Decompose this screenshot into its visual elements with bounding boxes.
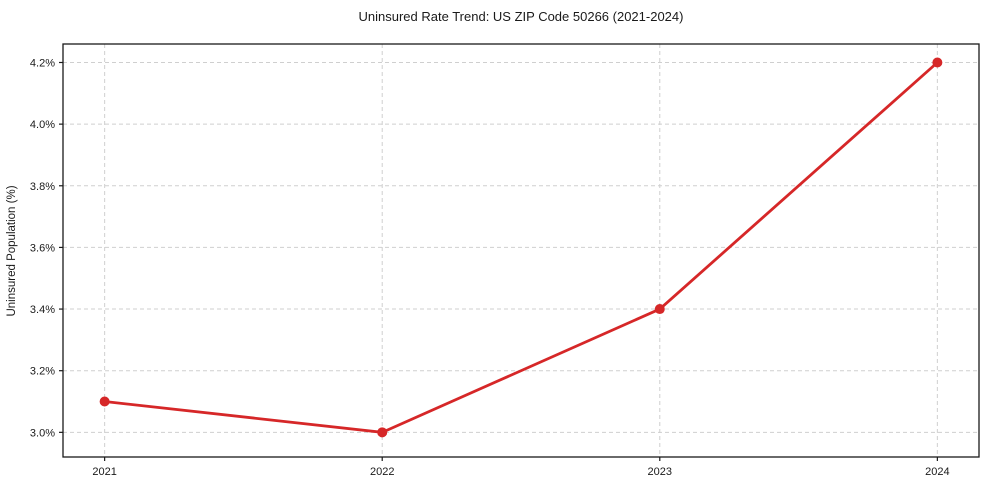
x-tick-label: 2023 xyxy=(648,466,672,478)
x-tick-label: 2024 xyxy=(925,466,949,478)
data-point-marker xyxy=(932,57,943,68)
y-tick-label: 4.2% xyxy=(30,57,55,69)
data-point-marker xyxy=(654,304,665,315)
data-point-marker xyxy=(99,396,110,407)
chart-title: Uninsured Rate Trend: US ZIP Code 50266 … xyxy=(359,9,684,24)
plot-border xyxy=(62,43,980,458)
y-axis-label: Uninsured Population (%) xyxy=(6,185,18,316)
y-tick-label: 3.6% xyxy=(30,242,55,254)
y-tick-label: 3.2% xyxy=(30,366,55,378)
plot-area xyxy=(63,44,979,457)
axis-tick-labels: 3.0% 3.2% 3.4% 3.6% 3.8% 4.0% 4.2% 2021 2022 2023… xyxy=(30,57,950,478)
x-tick-label: 2022 xyxy=(370,466,394,478)
trend-line xyxy=(103,61,939,434)
y-tick-label: 3.4% xyxy=(30,304,55,316)
y-tick-label: 4.0% xyxy=(30,119,55,131)
y-tick-label: 3.0% xyxy=(30,427,55,439)
data-series xyxy=(99,57,943,438)
data-point-marker xyxy=(377,427,388,438)
y-tick-label: 3.8% xyxy=(30,181,55,193)
axis-ticks xyxy=(59,61,938,461)
x-tick-label: 2021 xyxy=(92,466,116,478)
